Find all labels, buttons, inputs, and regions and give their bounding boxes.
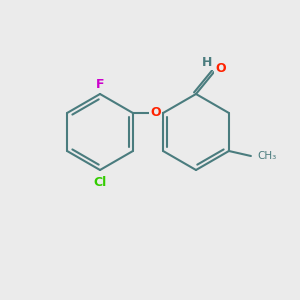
Text: CH₃: CH₃ xyxy=(257,151,276,161)
Text: O: O xyxy=(216,62,226,76)
Text: F: F xyxy=(96,77,104,91)
Text: Cl: Cl xyxy=(93,176,106,188)
Text: O: O xyxy=(150,106,161,119)
Text: H: H xyxy=(202,56,212,68)
